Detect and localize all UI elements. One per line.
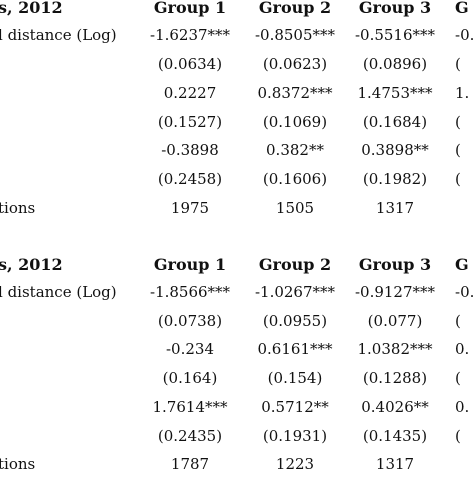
column-header-group-4: G	[455, 255, 469, 274]
table-cell: -0.	[455, 283, 474, 301]
table-cell: 1317	[375, 199, 415, 217]
table-row: (0.0738) (0.0955) (0.077) (	[0, 312, 474, 338]
column-header-group-3: Group 3	[358, 255, 432, 274]
table-cell: (0.1527)	[157, 113, 223, 131]
table-row: 0.2227 0.8372*** 1.4753*** 1.	[0, 84, 474, 110]
table-cell: 0.8372***	[257, 84, 333, 102]
table-row: (0.2435) (0.1931) (0.1435) (	[0, 427, 474, 453]
table-cell: (0.2435)	[157, 427, 223, 445]
table-cell: (	[455, 427, 461, 445]
table-cell: (	[455, 312, 461, 330]
table-cell: (0.2458)	[157, 170, 223, 188]
table-row: (0.2458) (0.1606) (0.1982) (	[0, 170, 474, 196]
column-header-group-3: Group 3	[358, 0, 432, 17]
table-cell: (0.164)	[162, 369, 218, 387]
table-cell: 0.4026**	[361, 398, 429, 416]
observations-row: tions 1975 1505 1317	[0, 199, 474, 225]
table-cell: 1975	[170, 199, 210, 217]
column-header-group-4: G	[455, 0, 469, 17]
panel-title: s, 2012	[0, 0, 63, 17]
row-label: l distance (Log)	[0, 26, 117, 44]
table-cell: (0.1288)	[362, 369, 428, 387]
panel-title: s, 2012	[0, 255, 63, 274]
table-cell: (0.154)	[267, 369, 323, 387]
table-cell: (	[455, 113, 461, 131]
table-cell: (0.0896)	[362, 55, 428, 73]
table-row: l distance (Log) -1.8566*** -1.0267*** -…	[0, 283, 474, 309]
table-cell: (	[455, 369, 461, 387]
table-cell: (	[455, 141, 461, 159]
table-header-row: s, 2012 Group 1 Group 2 Group 3 G	[0, 255, 474, 281]
table-cell: 1.4753***	[357, 84, 433, 102]
table-cell: (	[455, 55, 461, 73]
table-header-row: s, 2012 Group 1 Group 2 Group 3 G	[0, 0, 474, 24]
table-cell: 1223	[275, 455, 315, 473]
table-row: 1.7614*** 0.5712** 0.4026** 0.	[0, 398, 474, 424]
table-cell: (0.0738)	[157, 312, 223, 330]
table-cell: 1.	[455, 84, 470, 102]
table-row: -0.3898 0.382** 0.3898** (	[0, 141, 474, 167]
table-cell: (0.077)	[367, 312, 423, 330]
table-cell: 0.3898**	[361, 141, 429, 159]
table-cell: 1.7614***	[152, 398, 228, 416]
table-cell: (0.1435)	[362, 427, 428, 445]
table-cell: (0.0634)	[157, 55, 223, 73]
table-row: (0.1527) (0.1069) (0.1684) (	[0, 113, 474, 139]
column-header-group-1: Group 1	[153, 255, 227, 274]
table-cell: 0.	[455, 340, 470, 358]
table-cell: 0.	[455, 398, 470, 416]
table-cell: 1505	[275, 199, 315, 217]
table-cell: -1.8566***	[150, 283, 231, 301]
table-cell: (0.1069)	[262, 113, 328, 131]
table-cell: (0.1982)	[362, 170, 428, 188]
table-cell: -1.0267***	[254, 283, 336, 301]
column-header-group-2: Group 2	[258, 255, 332, 274]
table-cell: -0.5516***	[354, 26, 436, 44]
column-header-group-2: Group 2	[258, 0, 332, 17]
table-cell: 1787	[170, 455, 210, 473]
table-cell: (0.1931)	[262, 427, 328, 445]
table-cell: 1317	[375, 455, 415, 473]
table-row: -0.234 0.6161*** 1.0382*** 0.	[0, 340, 474, 366]
row-label: tions	[0, 199, 36, 217]
table-cell: 0.382**	[266, 141, 324, 159]
table-cell: -0.234	[165, 340, 214, 358]
table-cell: -0.	[455, 26, 474, 44]
table-cell: -0.9127***	[354, 283, 436, 301]
table-cell: 0.6161***	[257, 340, 333, 358]
table-cell: (0.0955)	[262, 312, 328, 330]
column-header-group-1: Group 1	[153, 0, 227, 17]
observations-row: tions 1787 1223 1317	[0, 455, 474, 481]
table-row: (0.0634) (0.0623) (0.0896) (	[0, 55, 474, 81]
table-cell: (0.1606)	[262, 170, 328, 188]
table-cell: -0.8505***	[254, 26, 336, 44]
table-row: l distance (Log) -1.6237*** -0.8505*** -…	[0, 26, 474, 52]
table-cell: 1.0382***	[357, 340, 433, 358]
table-cell: (0.1684)	[362, 113, 428, 131]
table-cell: -0.3898	[161, 141, 219, 159]
table-cell: (0.0623)	[262, 55, 328, 73]
table-cell: 0.5712**	[261, 398, 329, 416]
table-row: (0.164) (0.154) (0.1288) (	[0, 369, 474, 395]
row-label: tions	[0, 455, 36, 473]
table-cell: -1.6237***	[150, 26, 231, 44]
table-cell: (	[455, 170, 461, 188]
table-cell: 0.2227	[163, 84, 217, 102]
row-label: l distance (Log)	[0, 283, 117, 301]
